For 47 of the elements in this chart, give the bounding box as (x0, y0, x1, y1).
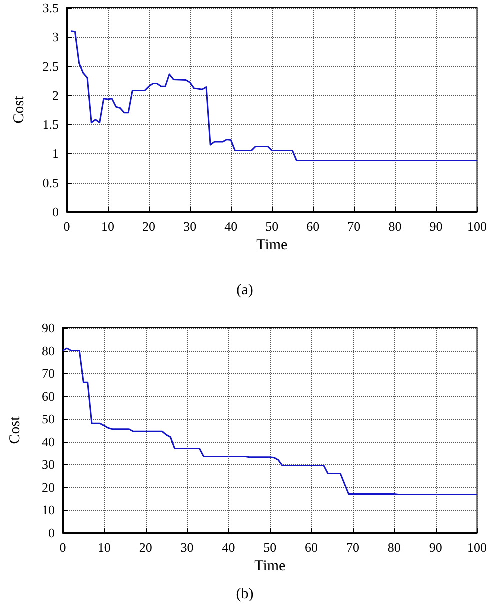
y-tick-label: 30 (42, 457, 55, 472)
x-tick-label: 20 (139, 540, 152, 555)
text: (b) (236, 586, 254, 602)
y-axis-title: Cost (12, 95, 28, 124)
y-tick-label: 40 (42, 434, 55, 450)
x-tick-label: 50 (266, 219, 279, 234)
x-tick-label: 80 (388, 219, 402, 234)
y-tick-label: 10 (42, 502, 55, 518)
x-tick-label: 50 (264, 540, 277, 555)
y-tick-label: 3 (52, 30, 59, 45)
x-tick-label: 10 (102, 219, 115, 234)
x-tick-label: 60 (305, 540, 318, 555)
line-series (62, 348, 478, 496)
x-tick-label: 70 (346, 540, 360, 555)
y-tick-label: 0.5 (42, 175, 59, 190)
x-tick-label: 10 (98, 540, 111, 555)
x-axis-title: Time (256, 237, 288, 254)
y-tick-label: 0 (52, 204, 59, 220)
y-tick-label: 20 (42, 480, 55, 495)
y-axis-title: Cost (8, 416, 24, 444)
y-tick-label: 0 (48, 526, 55, 540)
x-tick-label: 30 (184, 219, 197, 234)
y-tick-label: 80 (42, 343, 55, 358)
x-tick-label: 20 (142, 219, 156, 234)
text: (a) (236, 282, 254, 298)
y-tick-label: 1.5 (42, 117, 59, 132)
y-tick-label: 50 (42, 412, 55, 427)
x-tick-label: 60 (306, 219, 320, 234)
y-tick-label: 3.5 (42, 0, 59, 16)
x-tick-label: 70 (348, 219, 361, 234)
x-tick-label: 30 (180, 540, 194, 555)
y-tick-label: 2 (52, 88, 59, 103)
x-axis-title: Time (254, 558, 286, 574)
line-series (70, 30, 478, 162)
x-tick-label: 90 (430, 219, 443, 234)
y-tick-label: 1 (52, 146, 59, 162)
x-tick-label: 90 (429, 540, 442, 555)
x-tick-label: 40 (224, 219, 238, 234)
x-tick-label: 80 (388, 540, 401, 555)
x-tick-label: 100 (468, 540, 487, 555)
y-tick-label: 60 (42, 388, 55, 404)
x-tick-label: 40 (222, 540, 236, 555)
y-tick-label: 90 (42, 320, 55, 336)
x-tick-label: 100 (468, 219, 487, 234)
x-tick-label: 0 (64, 219, 70, 234)
y-tick-label: 70 (42, 366, 55, 382)
y-tick-label: 2.5 (42, 58, 59, 74)
